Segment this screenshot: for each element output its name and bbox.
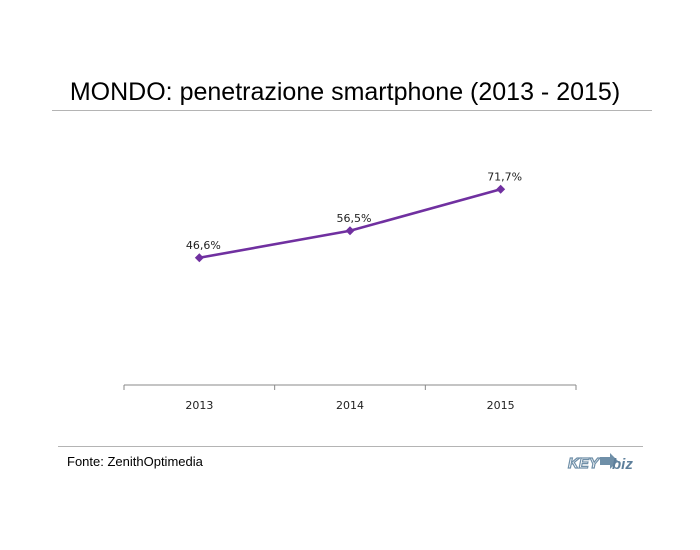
data-point-marker — [496, 184, 506, 194]
source-note: Fonte: ZenithOptimedia — [67, 454, 203, 469]
data-label: 56,5% — [337, 212, 372, 225]
footer-divider — [58, 446, 643, 447]
chart-title: MONDO: penetrazione smartphone (2013 - 2… — [69, 78, 621, 106]
data-point-marker — [194, 253, 204, 263]
x-tick-label: 2014 — [336, 399, 364, 412]
x-tick-labels: 2013 2014 2015 — [185, 399, 514, 412]
svg-text:KEY: KEY — [568, 455, 601, 472]
x-tick-label: 2013 — [185, 399, 213, 412]
data-point-marker — [345, 226, 355, 236]
x-tick-label: 2015 — [487, 399, 515, 412]
data-label: 46,6% — [186, 239, 221, 252]
series-smartphone-penetration — [194, 184, 506, 263]
svg-text:biz: biz — [612, 456, 633, 473]
x-axis — [123, 384, 577, 390]
key4biz-logo: KEY biz — [567, 453, 633, 473]
data-label: 71,7% — [487, 170, 522, 183]
title-divider — [52, 110, 652, 111]
data-labels: 46,6% 56,5% 71,7% — [186, 170, 522, 252]
